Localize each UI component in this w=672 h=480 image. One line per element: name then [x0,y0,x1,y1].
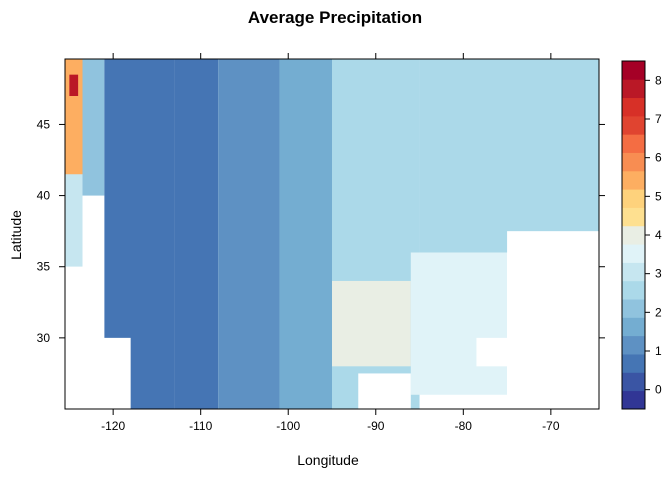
colorbar-tick-label: 7 [655,112,662,126]
colorbar-tick-label: 4 [655,228,662,242]
chart-title: Average Precipitation [248,8,422,27]
x-tick-label: -70 [542,419,560,433]
no-data-cell [358,373,411,409]
colorbar-swatch [622,390,645,410]
x-tick-label: -100 [276,419,300,433]
colorbar-swatch [622,97,645,117]
colorbar-swatch [622,372,645,392]
colorbar-swatch [622,134,645,153]
colorbar-swatch [622,61,645,80]
x-axis: -120 -110 -100 -90 -80 -70 [101,53,560,433]
x-axis-label: Longitude [297,452,359,468]
heatmap-cell [410,252,508,395]
heatmap-cells [65,59,599,409]
heatmap-cell [174,59,219,409]
colorbar-swatch [622,299,645,318]
no-data-cell [65,266,83,409]
colorbar-swatch [622,207,645,227]
colorbar-tick-label: 5 [655,189,662,203]
colorbar-swatch [622,152,645,172]
no-data-cell [82,337,131,409]
y-axis: 30 35 40 45 [37,117,605,345]
colorbar-tick-label: 2 [655,305,662,319]
y-tick-label: 45 [37,117,51,131]
heatmap-cell [69,74,79,96]
colorbar-swatch [622,79,645,99]
heatmap-cell [82,59,105,196]
colorbar-swatch [622,335,645,355]
colorbar-swatch [622,225,645,245]
no-data-cell [507,231,599,409]
colorbar: 0 1 2 3 4 5 6 7 8 [621,60,662,410]
y-axis-label: Latitude [8,210,24,260]
colorbar-swatch [622,189,645,208]
x-tick-label: -120 [101,419,125,433]
heatmap-cell [419,59,599,253]
colorbar-swatch [622,262,645,282]
y-tick-label: 35 [37,260,51,274]
colorbar-tick-label: 0 [655,383,662,397]
heatmap-cell [218,59,280,409]
colorbar-tick-label: 6 [655,151,662,165]
heatmap-cell [332,280,411,367]
colorbar-swatch [622,170,645,190]
colorbar-swatch [622,244,645,263]
colorbar-tick-label: 1 [655,344,662,358]
colorbar-swatch [622,354,645,373]
y-tick-label: 30 [37,331,51,345]
colorbar-swatch [622,115,645,135]
colorbar-swatch [622,280,645,300]
colorbar-tick-label: 8 [655,73,662,87]
heatmap-cell [279,59,332,409]
x-tick-label: -90 [367,419,385,433]
colorbar-tick-label: 3 [655,267,662,281]
colorbar-swatch [622,317,645,337]
no-data-cell [476,337,508,367]
plot-frame [64,58,600,410]
x-tick-label: -80 [455,419,473,433]
y-tick-label: 40 [37,189,51,203]
x-tick-label: -110 [189,419,212,433]
plot-border [64,58,600,410]
